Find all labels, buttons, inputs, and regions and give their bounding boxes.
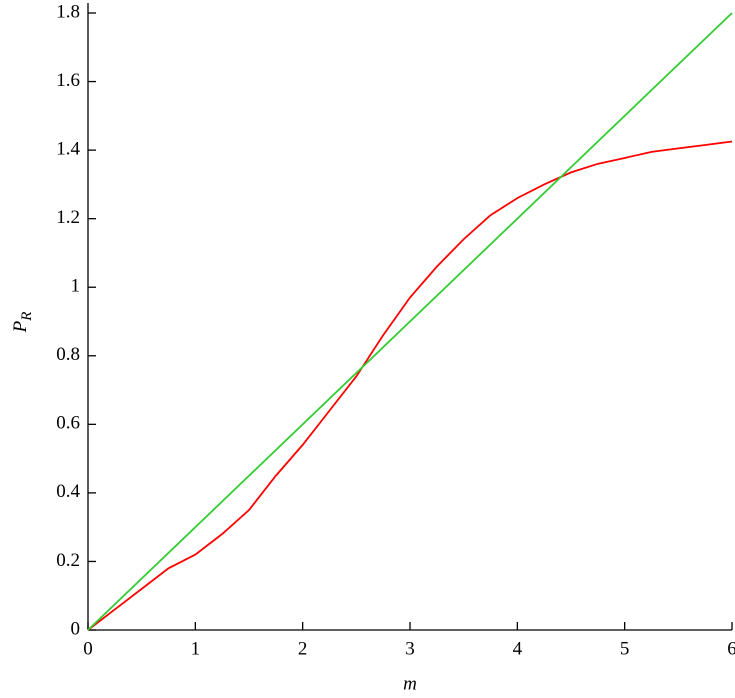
y-axis-label-subscript: R	[19, 312, 35, 322]
y-axis-label: PR	[10, 312, 35, 334]
x-axis-label: m	[403, 673, 417, 694]
x-tick-label: 1	[191, 638, 201, 659]
y-tick-label: 1.4	[56, 138, 80, 159]
y-tick-label: 1.8	[56, 1, 80, 22]
y-tick-label: 1.6	[56, 70, 80, 91]
y-tick-label: 1.2	[56, 207, 80, 228]
y-tick-label: 0	[71, 618, 81, 639]
y-axis-label-main: P	[10, 320, 31, 333]
x-tick-label: 4	[513, 638, 523, 659]
x-tick-label: 2	[298, 638, 308, 659]
data-line	[87, 12, 733, 631]
x-tick-label: 5	[620, 638, 630, 659]
x-tick-label: 0	[83, 638, 93, 659]
x-tick-label: 3	[405, 638, 415, 659]
y-tick-label: 0.6	[56, 413, 80, 434]
y-tick-label: 0.4	[56, 481, 80, 502]
y-tick-label: 0.2	[56, 550, 80, 571]
y-tick-label: 0.8	[56, 344, 80, 365]
y-tick-label: 1	[71, 276, 81, 297]
data-line	[87, 140, 733, 631]
x-tick-label: 6	[727, 638, 735, 659]
